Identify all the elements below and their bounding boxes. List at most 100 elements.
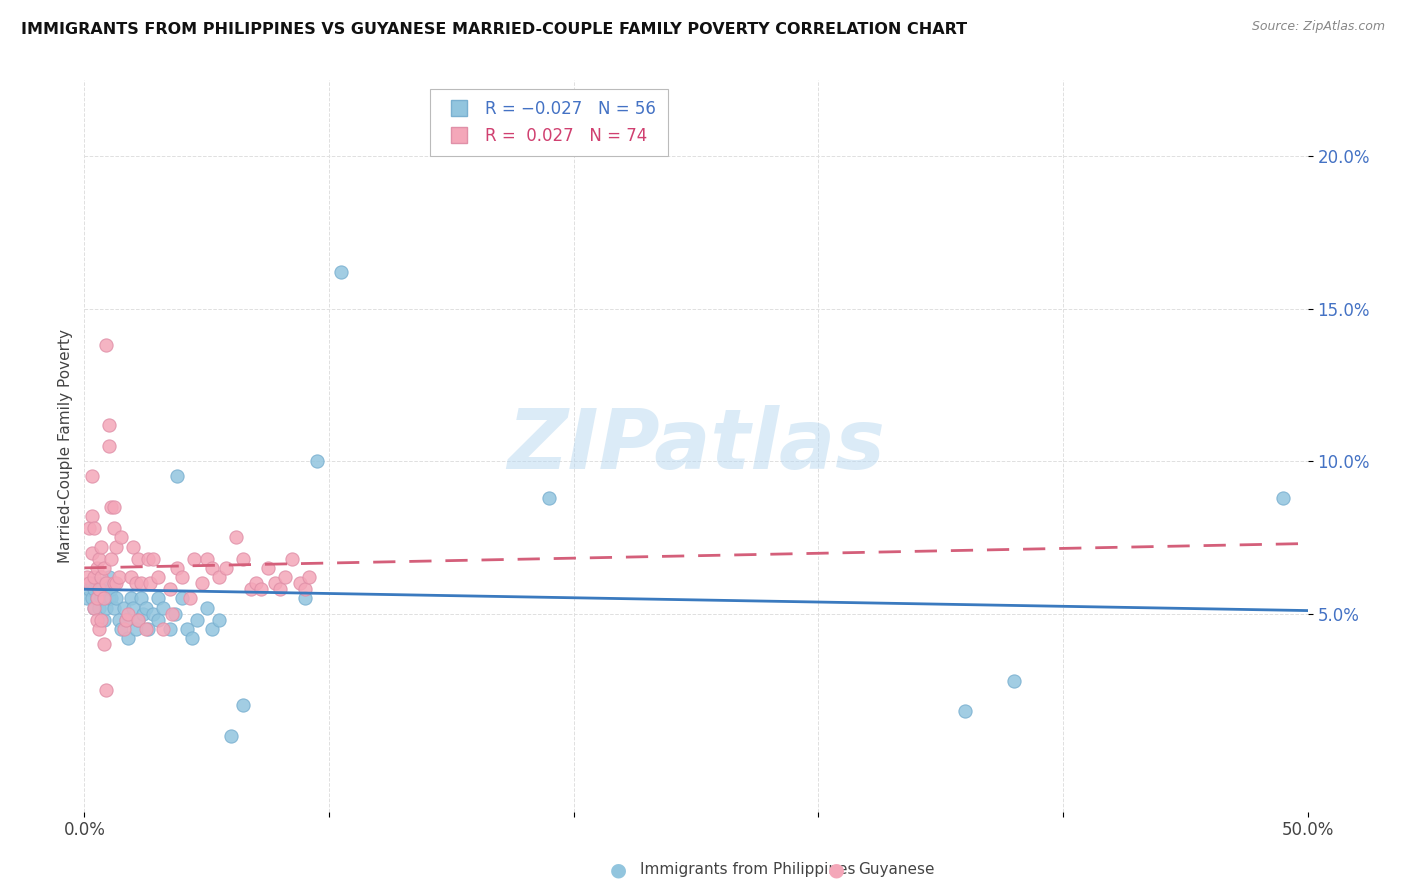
Text: Guyanese: Guyanese bbox=[858, 863, 934, 877]
Point bbox=[100, 591, 122, 606]
Point bbox=[76, 591, 98, 606]
Point bbox=[146, 570, 169, 584]
Point bbox=[215, 561, 238, 575]
Point bbox=[219, 729, 242, 743]
Point bbox=[93, 637, 115, 651]
Point bbox=[97, 417, 120, 432]
Point bbox=[86, 591, 108, 606]
Point bbox=[195, 600, 218, 615]
Point bbox=[120, 570, 142, 584]
Point bbox=[93, 591, 115, 606]
Point bbox=[239, 582, 262, 597]
Point bbox=[135, 600, 157, 615]
Point bbox=[120, 591, 142, 606]
Point bbox=[90, 570, 112, 584]
Point bbox=[142, 551, 165, 566]
Point bbox=[125, 622, 148, 636]
Text: Immigrants from Philippines: Immigrants from Philippines bbox=[640, 863, 855, 877]
Point bbox=[103, 576, 125, 591]
Point bbox=[86, 591, 108, 606]
Point bbox=[77, 521, 100, 535]
Point bbox=[97, 570, 120, 584]
Text: ZIPatlas: ZIPatlas bbox=[508, 406, 884, 486]
Text: IMMIGRANTS FROM PHILIPPINES VS GUYANESE MARRIED-COUPLE FAMILY POVERTY CORRELATIO: IMMIGRANTS FROM PHILIPPINES VS GUYANESE … bbox=[21, 22, 967, 37]
Point bbox=[181, 631, 204, 645]
Point bbox=[80, 509, 103, 524]
Point bbox=[115, 613, 138, 627]
Point bbox=[200, 622, 222, 636]
Point bbox=[110, 622, 132, 636]
Point bbox=[96, 576, 118, 591]
Point bbox=[257, 561, 280, 575]
Point bbox=[179, 591, 201, 606]
Text: ●: ● bbox=[828, 860, 845, 880]
Point bbox=[1002, 673, 1025, 688]
Point bbox=[107, 613, 129, 627]
Point bbox=[112, 600, 135, 615]
Point bbox=[96, 338, 118, 352]
Point bbox=[87, 551, 110, 566]
Point bbox=[294, 582, 316, 597]
Point bbox=[288, 576, 311, 591]
Point bbox=[80, 546, 103, 560]
Point bbox=[100, 582, 122, 597]
Legend: R = −0.027   N = 56, R =  0.027   N = 74: R = −0.027 N = 56, R = 0.027 N = 74 bbox=[430, 88, 668, 156]
Point bbox=[93, 613, 115, 627]
Point bbox=[77, 582, 100, 597]
Point bbox=[86, 613, 108, 627]
Point bbox=[90, 582, 112, 597]
Point bbox=[200, 561, 222, 575]
Point bbox=[122, 540, 145, 554]
Point bbox=[100, 551, 122, 566]
Point bbox=[152, 600, 174, 615]
Point bbox=[100, 500, 122, 514]
Point bbox=[281, 551, 304, 566]
Point bbox=[166, 561, 188, 575]
Point bbox=[269, 582, 291, 597]
Point bbox=[172, 591, 194, 606]
Point bbox=[1272, 491, 1295, 505]
Point bbox=[195, 551, 218, 566]
Point bbox=[90, 540, 112, 554]
Point bbox=[122, 600, 145, 615]
Point bbox=[83, 582, 105, 597]
Point bbox=[83, 600, 105, 615]
Point bbox=[139, 576, 162, 591]
Point bbox=[129, 591, 152, 606]
Point bbox=[105, 576, 128, 591]
Point bbox=[86, 561, 108, 575]
Point bbox=[208, 613, 231, 627]
Point bbox=[274, 570, 297, 584]
Point bbox=[208, 570, 231, 584]
Point bbox=[105, 540, 128, 554]
Point bbox=[93, 561, 115, 575]
Point bbox=[77, 576, 100, 591]
Point bbox=[97, 439, 120, 453]
Point bbox=[127, 613, 149, 627]
Point bbox=[166, 469, 188, 483]
Point bbox=[176, 622, 198, 636]
Point bbox=[245, 576, 267, 591]
Point bbox=[80, 576, 103, 591]
Point bbox=[132, 607, 155, 621]
Point bbox=[953, 704, 976, 718]
Point bbox=[110, 530, 132, 544]
Point bbox=[249, 582, 271, 597]
Point bbox=[83, 600, 105, 615]
Point bbox=[117, 631, 139, 645]
Point bbox=[103, 500, 125, 514]
Point bbox=[162, 607, 184, 621]
Text: ●: ● bbox=[610, 860, 627, 880]
Point bbox=[159, 622, 181, 636]
Point bbox=[135, 622, 157, 636]
Point bbox=[183, 551, 205, 566]
Point bbox=[294, 591, 316, 606]
Point bbox=[87, 582, 110, 597]
Point bbox=[112, 622, 135, 636]
Point bbox=[538, 491, 561, 505]
Point bbox=[191, 576, 214, 591]
Point bbox=[163, 607, 186, 621]
Point bbox=[127, 551, 149, 566]
Point bbox=[264, 576, 287, 591]
Point bbox=[136, 551, 159, 566]
